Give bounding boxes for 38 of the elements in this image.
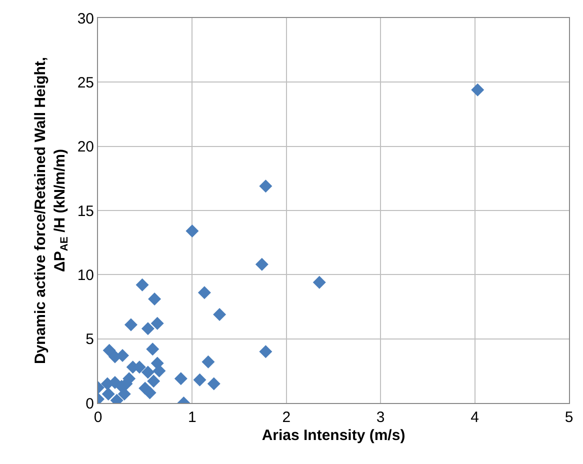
point — [213, 308, 226, 321]
point — [174, 372, 188, 386]
x-tick-label: 1 — [188, 409, 196, 426]
point — [202, 355, 215, 368]
y-tick-label: 5 — [86, 331, 94, 348]
y-tick-label: 25 — [77, 74, 94, 92]
y-tick-label: 20 — [77, 138, 94, 156]
point — [146, 342, 160, 356]
y-tick-label: 10 — [77, 266, 94, 284]
point — [136, 278, 149, 292]
point — [102, 388, 115, 401]
point — [141, 366, 154, 379]
point — [259, 345, 272, 358]
point — [147, 374, 160, 388]
point — [471, 83, 484, 96]
point — [186, 224, 199, 238]
point — [255, 258, 268, 271]
x-axis-title: Arias Intensity (m/s) — [262, 427, 406, 444]
point — [141, 322, 154, 336]
point — [312, 276, 326, 289]
y-tick-label: 15 — [77, 202, 94, 220]
y-tick-label: 30 — [77, 10, 94, 28]
point — [102, 344, 116, 357]
point — [150, 316, 164, 330]
y-tick-label: 0 — [86, 395, 94, 412]
point — [259, 180, 272, 193]
point — [152, 364, 166, 378]
point — [118, 388, 131, 401]
point — [198, 286, 211, 300]
point — [124, 318, 138, 332]
point — [148, 292, 162, 306]
x-tick-label: 3 — [376, 409, 385, 426]
x-tick-label: 2 — [282, 409, 291, 426]
point — [143, 386, 156, 400]
x-tick-label: 4 — [470, 409, 479, 426]
point — [193, 373, 206, 386]
x-tick-label: 5 — [564, 409, 574, 426]
point — [207, 377, 220, 390]
